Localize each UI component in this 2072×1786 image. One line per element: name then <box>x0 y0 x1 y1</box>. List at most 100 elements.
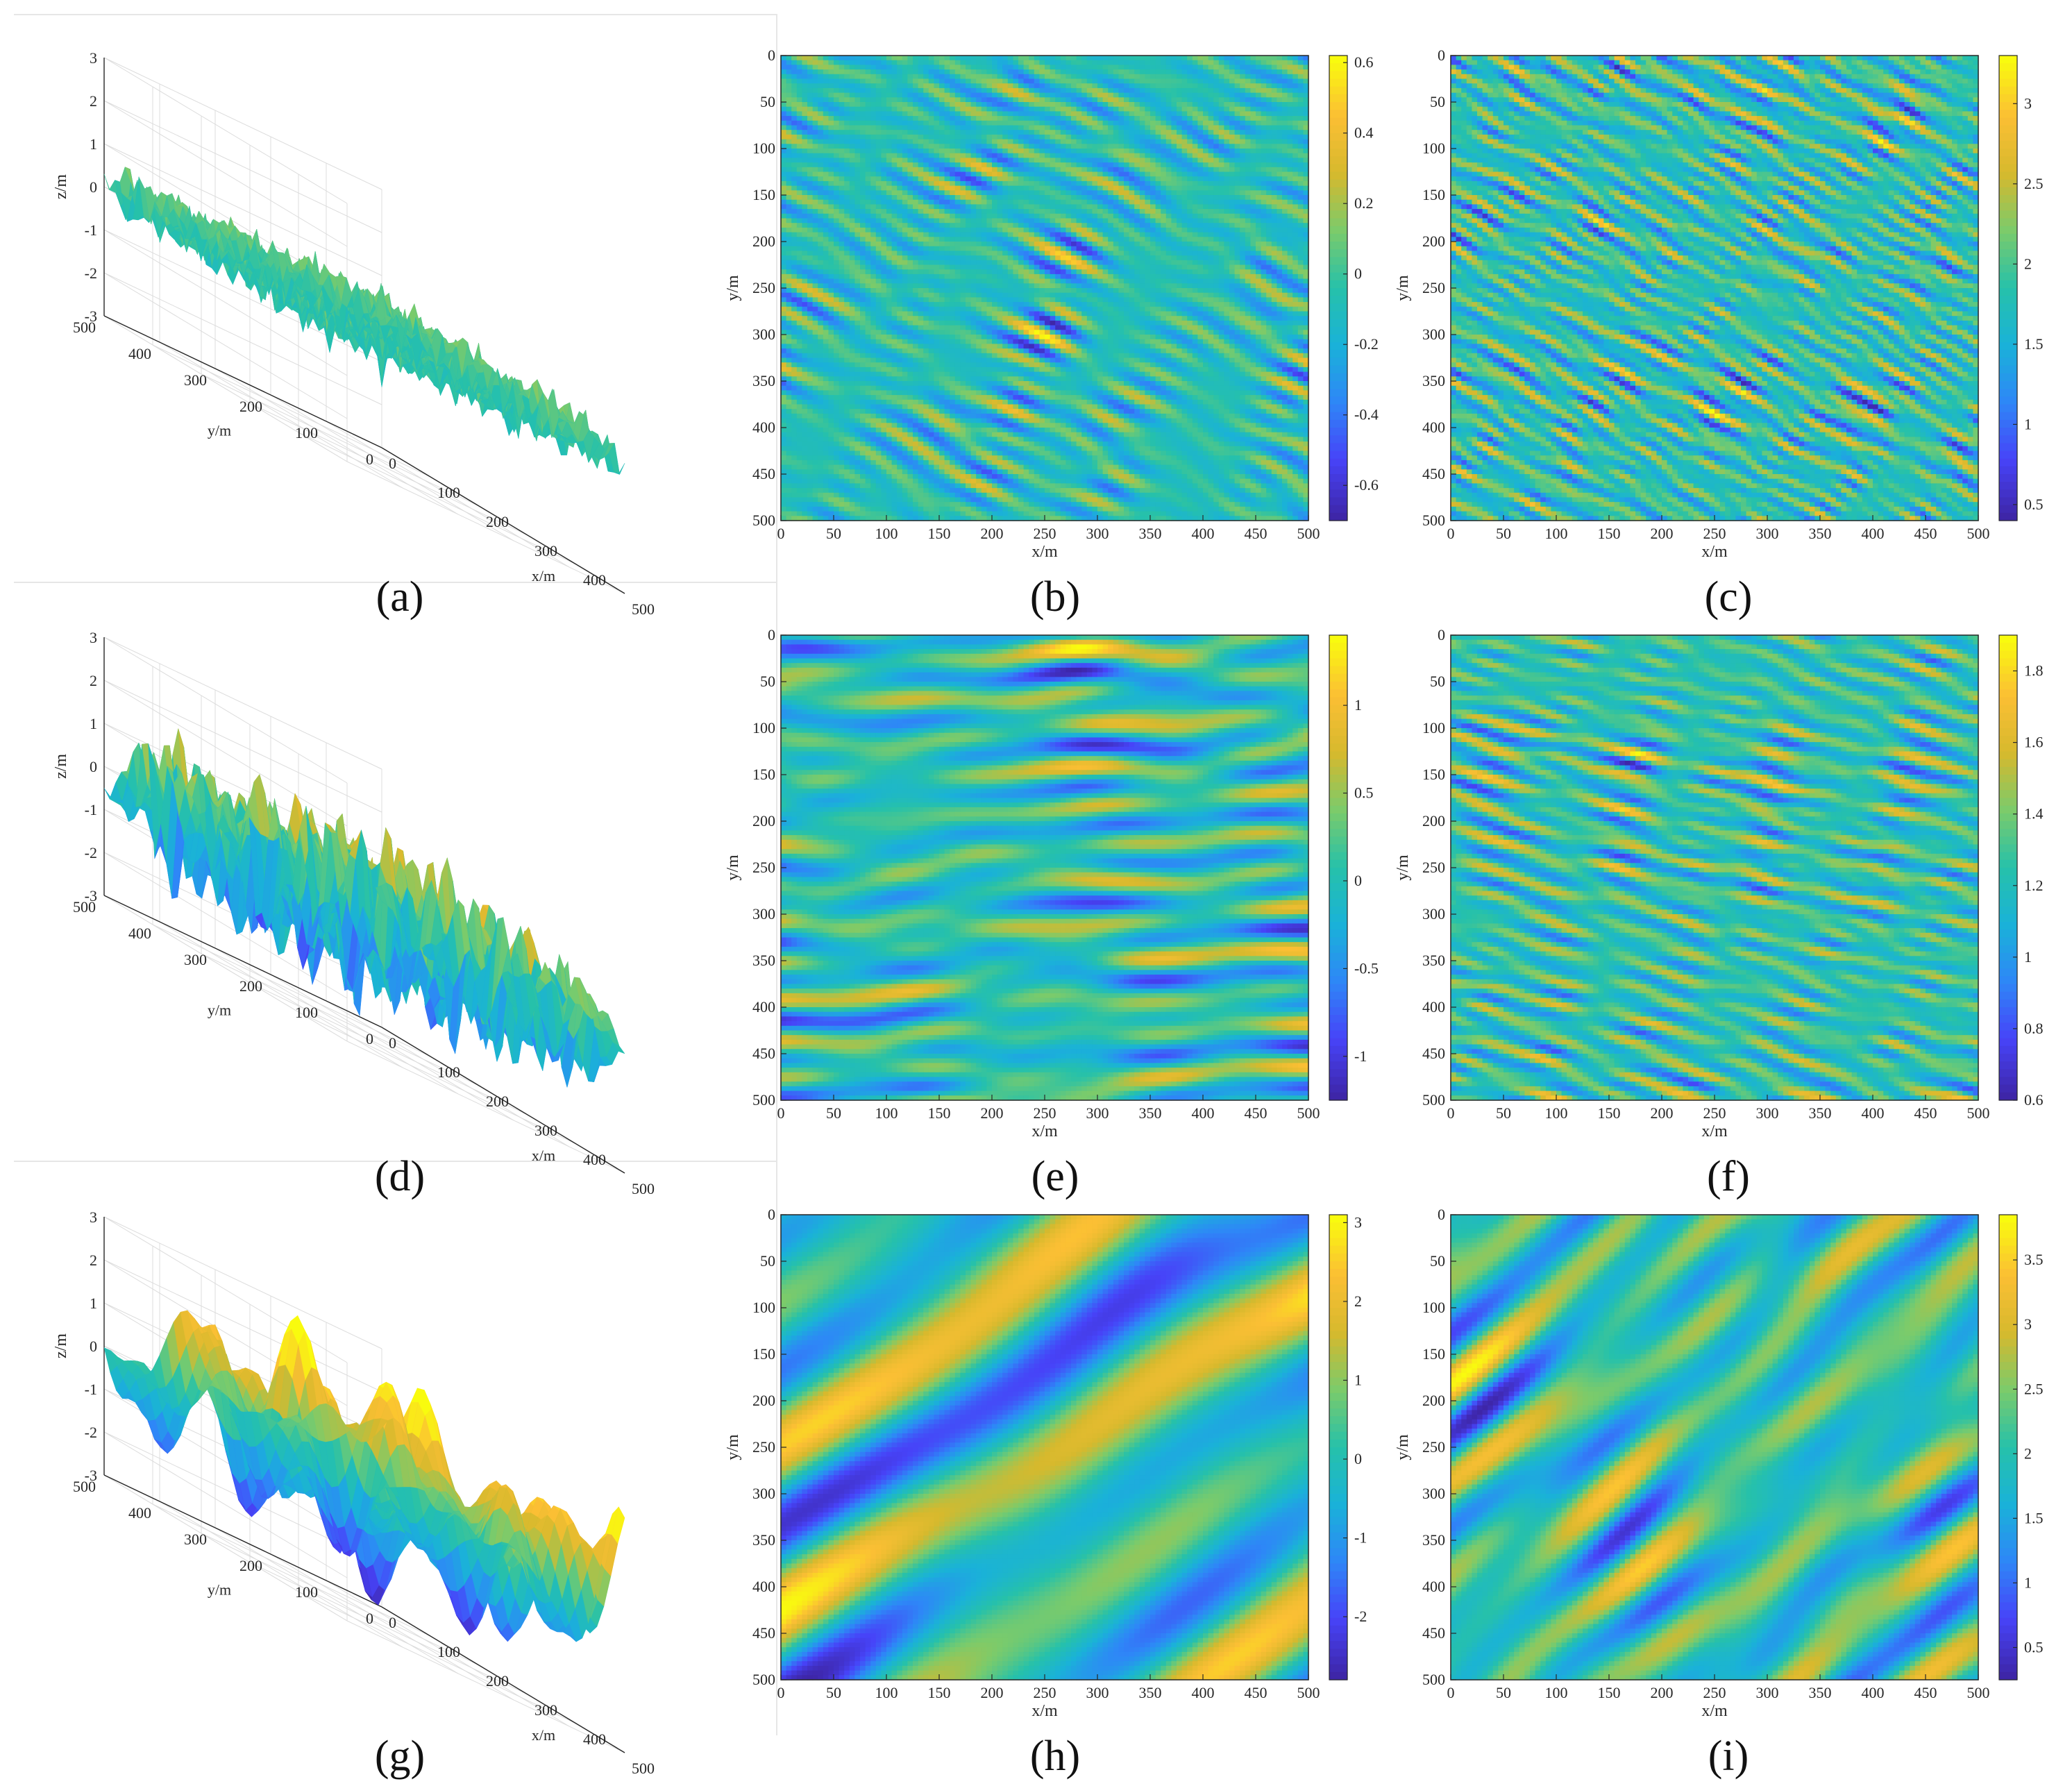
heatmap-cell <box>1061 162 1066 167</box>
heatmap-cell <box>892 83 898 88</box>
heatmap-cell <box>1066 149 1071 153</box>
heatmap-cell <box>860 111 866 116</box>
heatmap-cell <box>818 69 823 74</box>
heatmap-cell <box>913 111 918 116</box>
heatmap-cell <box>992 79 997 84</box>
heatmap-cell <box>786 88 792 93</box>
heatmap-cell <box>1092 126 1097 130</box>
heatmap-cell <box>786 167 792 172</box>
heatmap-cell <box>902 83 908 88</box>
heatmap-cell <box>1272 149 1277 153</box>
heatmap-cell <box>1103 140 1109 144</box>
heatmap-cell <box>1118 65 1124 69</box>
heatmap-cell <box>1288 88 1293 93</box>
heatmap-cell <box>1256 130 1261 135</box>
heatmap-cell <box>1066 121 1071 126</box>
heatmap-cell <box>1193 167 1198 172</box>
heatmap-cell <box>1282 130 1288 135</box>
heatmap-cell <box>1008 83 1013 88</box>
heatmap-cell <box>818 135 823 140</box>
heatmap-cell <box>1061 144 1066 149</box>
heatmap-cell <box>1039 135 1045 140</box>
heatmap-cell <box>1129 102 1135 107</box>
heatmap-cell <box>1229 83 1235 88</box>
heatmap-cell <box>1177 60 1182 65</box>
heatmap-cell <box>1229 107 1235 112</box>
heatmap-cell <box>1266 107 1272 112</box>
heatmap-cell <box>881 74 886 79</box>
heatmap-cell <box>870 97 876 102</box>
heatmap-cell <box>1066 162 1071 167</box>
heatmap-cell <box>1240 107 1245 112</box>
heatmap-cell <box>1108 116 1113 121</box>
heatmap-cell <box>881 56 886 60</box>
heatmap-cell <box>992 65 997 69</box>
heatmap-cell <box>1097 97 1103 102</box>
heatmap-cell <box>923 149 929 153</box>
heatmap-cell <box>1018 111 1024 116</box>
heatmap-cell <box>1024 162 1029 167</box>
heatmap-cell <box>976 83 982 88</box>
heatmap-cell <box>1288 130 1293 135</box>
heatmap-cell <box>1145 135 1150 140</box>
heatmap-cell <box>907 97 913 102</box>
heatmap-cell <box>1061 60 1066 65</box>
heatmap-cell <box>1118 167 1124 172</box>
heatmap-cell <box>923 69 929 74</box>
heatmap-cell <box>870 56 876 60</box>
heatmap-cell <box>886 144 892 149</box>
heatmap-cell <box>892 97 898 102</box>
heatmap-cell <box>886 140 892 144</box>
heatmap-cell <box>818 83 823 88</box>
heatmap-cell <box>923 144 929 149</box>
heatmap-cell <box>1113 130 1119 135</box>
heatmap-cell <box>1081 102 1087 107</box>
heatmap-cell <box>1077 111 1082 116</box>
heatmap-cell <box>1166 162 1172 167</box>
heatmap-cell <box>1240 83 1245 88</box>
heatmap-cell <box>839 135 845 140</box>
heatmap-cell <box>1118 102 1124 107</box>
heatmap-cell <box>1066 111 1071 116</box>
heatmap-cell <box>850 65 855 69</box>
heatmap-cell <box>976 140 982 144</box>
heatmap-cell <box>960 130 966 135</box>
heatmap-cell <box>813 135 818 140</box>
heatmap-cell <box>1240 93 1245 98</box>
heatmap-cell <box>1118 60 1124 65</box>
heatmap-cell <box>1134 158 1140 162</box>
heatmap-cell <box>892 140 898 144</box>
heatmap-cell <box>844 126 850 130</box>
heatmap-cell <box>955 107 961 112</box>
heatmap-cell <box>966 60 971 65</box>
heatmap-cell <box>1156 162 1161 167</box>
heatmap-cell <box>1071 158 1077 162</box>
heatmap-cell <box>1161 111 1166 116</box>
heatmap-cell <box>881 102 886 107</box>
heatmap-cell <box>1171 107 1177 112</box>
heatmap-cell <box>881 116 886 121</box>
heatmap-cell <box>1161 102 1166 107</box>
y-tick-label: 0 <box>366 450 373 468</box>
heatmap-cell <box>850 126 855 130</box>
heatmap-cell <box>1298 83 1304 88</box>
heatmap-cell <box>1087 74 1093 79</box>
heatmap-cell <box>907 56 913 60</box>
heatmap-cell <box>976 111 982 116</box>
heatmap-cell <box>1034 111 1040 116</box>
heatmap-cell <box>786 74 792 79</box>
heatmap-cell <box>850 149 855 153</box>
heatmap-cell <box>1124 158 1129 162</box>
heatmap-cell <box>897 56 902 60</box>
heatmap-cell <box>870 172 876 177</box>
heatmap-cell <box>881 97 886 102</box>
heatmap-cell <box>1050 69 1056 74</box>
heatmap-cell <box>907 102 913 107</box>
heatmap-cell <box>1034 97 1040 102</box>
heatmap-cell <box>1103 116 1109 121</box>
heatmap-cell <box>950 116 955 121</box>
heatmap-cell <box>1045 121 1050 126</box>
heatmap-cell <box>1277 153 1282 158</box>
heatmap-cell <box>1140 126 1145 130</box>
heatmap-cell <box>1024 69 1029 74</box>
